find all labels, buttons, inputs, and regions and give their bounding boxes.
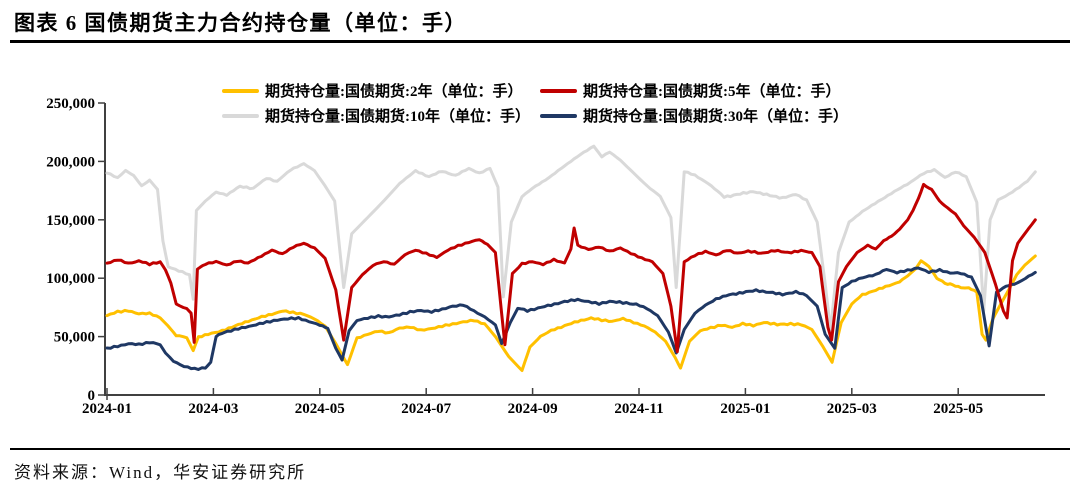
- legend-item-1: 期货持仓量:国债期货:5年（单位：手）: [540, 80, 841, 101]
- legend-item-3: 期货持仓量:国债期货:30年（单位：手）: [540, 105, 848, 126]
- figure-title: 图表 6 国债期货主力合约持仓量（单位：手）: [14, 11, 467, 35]
- source-text: 资料来源：Wind，华安证券研究所: [14, 463, 307, 482]
- legend-label: 期货持仓量:国债期货:30年（单位：手）: [583, 109, 848, 125]
- legend-label: 期货持仓量:国债期货:2年（单位：手）: [265, 84, 523, 100]
- series-line-1: [105, 182, 1037, 354]
- y-tick-label: 150,000: [46, 213, 95, 229]
- legend-label: 期货持仓量:国债期货:5年（单位：手）: [583, 84, 841, 100]
- x-tick-label: 2024-11: [614, 401, 663, 417]
- x-tick-label: 2024-03: [188, 401, 238, 417]
- legend-item-0: 期货持仓量:国债期货:2年（单位：手）: [222, 80, 523, 101]
- series-line-0: [105, 254, 1037, 372]
- y-tick-label: 0: [88, 388, 96, 404]
- legend-line-swatch: [222, 88, 259, 93]
- y-tick-label: 250,000: [46, 96, 95, 112]
- legend-item-2: 期货持仓量:国债期货:10年（单位：手）: [222, 105, 530, 126]
- legend-line-swatch: [540, 88, 577, 93]
- x-tick-label: 2024-09: [508, 401, 558, 417]
- y-tick-label: 100,000: [46, 271, 95, 287]
- title-underline: [10, 40, 1070, 43]
- x-tick-label: 2025-01: [720, 401, 770, 417]
- legend-line-swatch: [222, 113, 259, 118]
- y-tick-label: 200,000: [46, 154, 95, 170]
- x-tick-label: 2025-03: [827, 401, 877, 417]
- x-tick-label: 2024-05: [295, 401, 345, 417]
- legend-label: 期货持仓量:国债期货:10年（单位：手）: [265, 109, 530, 125]
- y-tick-label: 50,000: [54, 330, 95, 346]
- series-line-2: [105, 144, 1037, 333]
- series-line-3: [105, 266, 1037, 371]
- x-tick-label: 2025-05: [933, 401, 983, 417]
- legend-line-swatch: [540, 113, 577, 118]
- chart-legend: 期货持仓量:国债期货:2年（单位：手） 期货持仓量:国债期货:5年（单位：手） 期货…: [0, 0, 1080, 130]
- source-divider: [10, 448, 1070, 450]
- x-tick-label: 2024-07: [401, 401, 451, 417]
- x-tick-label: 2024-01: [82, 401, 132, 417]
